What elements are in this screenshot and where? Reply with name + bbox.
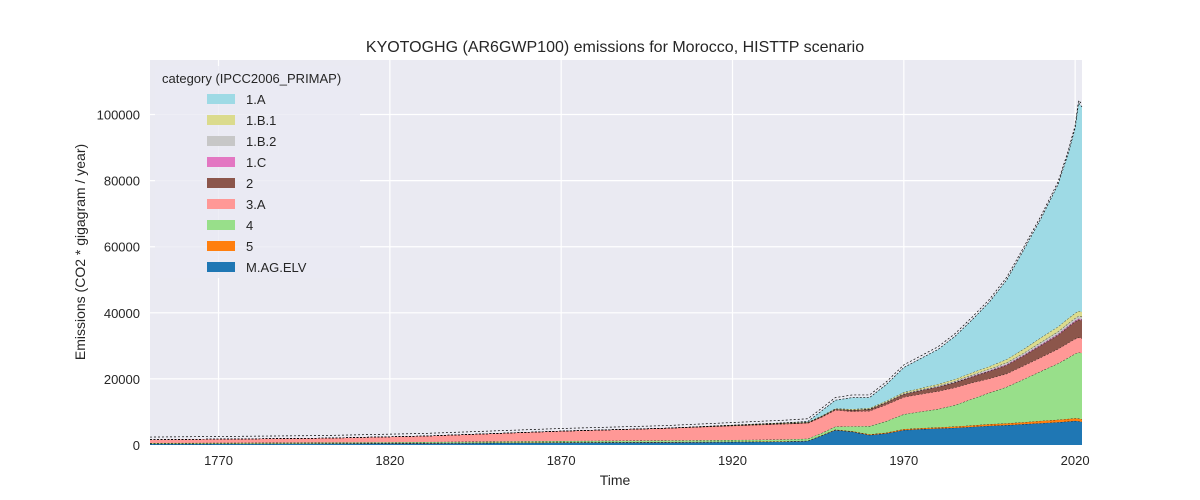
x-axis-label: Time xyxy=(600,472,631,488)
area-boundary-1-a xyxy=(149,102,1083,441)
x-ticks: 1770 1820 1870 1920 1970 2020 xyxy=(204,453,1090,468)
area-boundary-5 xyxy=(149,417,1083,444)
legend-label: 1.A xyxy=(246,92,266,107)
area-m-ag-elv xyxy=(150,420,1082,445)
area-boundary-m-ag-elv xyxy=(149,420,1083,445)
legend-items: 1.A 1.B.1 1.B.2 1.C 2 3.A 4 5 M.AG.ELV xyxy=(207,92,307,275)
y-tick-label: 100000 xyxy=(97,108,140,123)
x-tick-label: 1770 xyxy=(204,453,233,468)
x-tick-label: 2020 xyxy=(1061,453,1090,468)
legend-swatch xyxy=(207,94,235,104)
legend-label: 1.B.1 xyxy=(246,113,276,128)
legend-swatch xyxy=(207,199,235,209)
y-tick-label: 40000 xyxy=(104,306,140,321)
chart-title: KYOTOGHG (AR6GWP100) emissions for Moroc… xyxy=(366,39,864,56)
legend-box xyxy=(155,66,360,278)
legend-label: 5 xyxy=(246,239,253,254)
stacked-areas xyxy=(149,99,1083,445)
legend-title: category (IPCC2006_PRIMAP) xyxy=(162,71,341,86)
area-boundary-4 xyxy=(149,352,1083,444)
legend-swatch xyxy=(207,262,235,272)
legend-label: 1.C xyxy=(246,155,266,170)
legend-label: 4 xyxy=(246,218,253,233)
legend-label: 2 xyxy=(246,176,253,191)
x-tick-label: 1920 xyxy=(718,453,747,468)
legend-swatch xyxy=(207,241,235,251)
x-tick-label: 1970 xyxy=(889,453,918,468)
y-tick-label: 20000 xyxy=(104,372,140,387)
area-5 xyxy=(150,418,1082,445)
legend-swatch xyxy=(207,157,235,167)
y-ticks: 0 20000 40000 60000 80000 100000 xyxy=(97,108,140,453)
legend-swatch xyxy=(207,136,235,146)
total-line xyxy=(149,99,1083,438)
legend-label: M.AG.ELV xyxy=(246,260,307,275)
y-tick-label: 80000 xyxy=(104,174,140,189)
legend-swatch xyxy=(207,178,235,188)
y-axis-label: Emissions (CO2 * gigagram / year) xyxy=(72,144,88,360)
y-tick-label: 0 xyxy=(133,438,140,453)
y-tick-label: 60000 xyxy=(104,240,140,255)
legend: category (IPCC2006_PRIMAP) 1.A 1.B.1 1.B.2… xyxy=(155,66,360,278)
legend-label: 3.A xyxy=(246,197,266,212)
x-tick-label: 1870 xyxy=(547,453,576,468)
legend-swatch xyxy=(207,115,235,125)
area-3-a xyxy=(150,337,1082,444)
legend-label: 1.B.2 xyxy=(246,134,276,149)
legend-swatch xyxy=(207,220,235,230)
x-tick-label: 1820 xyxy=(375,453,404,468)
